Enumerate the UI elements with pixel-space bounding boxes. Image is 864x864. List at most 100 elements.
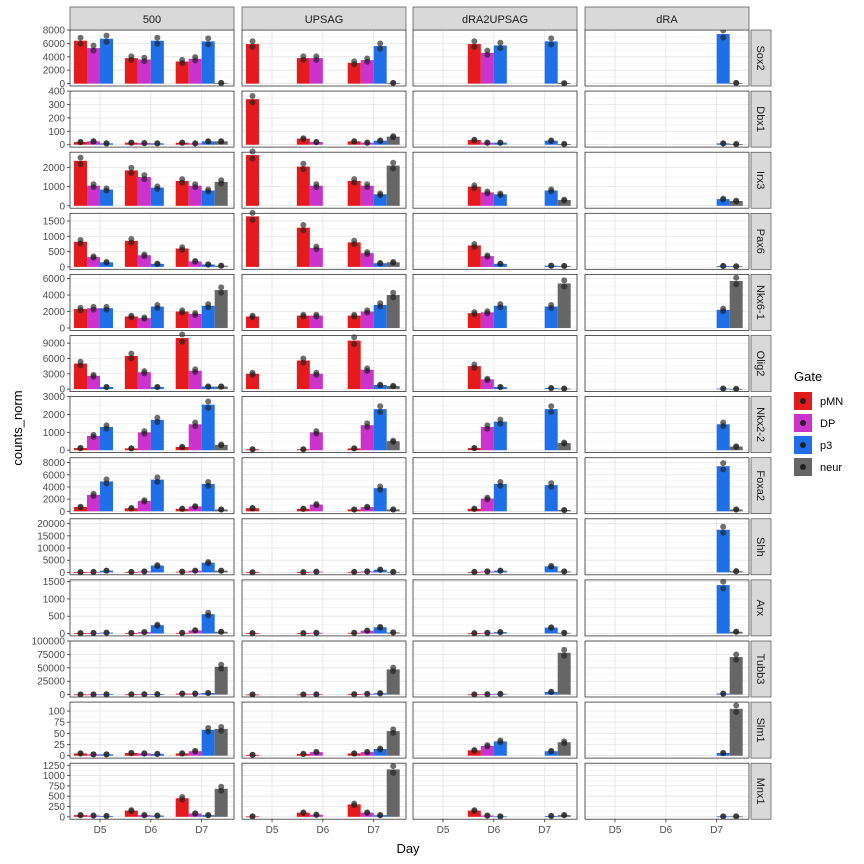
- y-tick-label: 50000: [37, 663, 65, 674]
- data-point: [548, 35, 555, 42]
- facet-panel: [584, 640, 750, 698]
- data-point: [484, 253, 491, 260]
- y-tick-label: 0: [59, 507, 65, 518]
- data-point: [548, 41, 555, 48]
- y-tick-label: 4000: [43, 482, 66, 493]
- panel-background: [413, 213, 577, 270]
- data-point: [364, 690, 371, 697]
- data-point: [561, 283, 568, 290]
- data-point: [128, 808, 135, 815]
- data-point: [154, 40, 161, 47]
- data-point: [390, 165, 397, 172]
- data-point: [720, 750, 727, 757]
- row-strip-label: Tubb3: [754, 654, 766, 685]
- data-point: [733, 628, 740, 635]
- data-point: [377, 382, 384, 389]
- bar-neur: [557, 283, 571, 328]
- y-tick-label: 500: [48, 612, 65, 623]
- facet-panel: [584, 396, 750, 454]
- facet-panel: [69, 151, 235, 209]
- bar-neur: [214, 181, 228, 206]
- data-point: [733, 385, 740, 392]
- y-tick-label: 2000: [43, 307, 66, 318]
- x-tick-label: D7: [195, 825, 208, 836]
- data-point: [720, 523, 727, 530]
- y-tick-label: 1000: [43, 594, 66, 605]
- data-point: [249, 148, 256, 155]
- facet-panel: [241, 640, 407, 698]
- bar-p3: [150, 479, 164, 512]
- data-point: [733, 813, 740, 820]
- data-point: [249, 505, 256, 512]
- x-tick-label: D6: [659, 825, 672, 836]
- data-point: [77, 139, 84, 146]
- bar-DP: [188, 185, 202, 206]
- y-tick-label: 1000: [43, 182, 66, 193]
- bar-neur: [386, 165, 400, 206]
- data-point: [720, 385, 727, 392]
- bar-neur: [214, 290, 228, 328]
- data-point: [484, 51, 491, 58]
- data-point: [561, 263, 568, 270]
- data-point: [77, 630, 84, 637]
- bar-pMN: [175, 61, 189, 84]
- panel-border: [584, 151, 750, 209]
- facet-panel: [584, 27, 750, 87]
- data-point: [77, 240, 84, 247]
- panel-border: [584, 396, 750, 454]
- data-point: [390, 289, 397, 296]
- x-tick-label: D7: [367, 825, 380, 836]
- bar-DP: [137, 432, 151, 451]
- bar-pMN: [74, 309, 88, 328]
- data-point: [218, 180, 225, 187]
- y-tick-label: 6000: [43, 39, 66, 50]
- bar-neur: [386, 731, 400, 756]
- panel-border: [69, 273, 235, 331]
- data-point: [497, 629, 504, 636]
- data-point: [484, 629, 491, 636]
- data-point: [205, 812, 212, 819]
- bar-p3: [150, 419, 164, 451]
- data-point: [128, 691, 135, 698]
- facet-panel: [69, 29, 235, 87]
- row-strip: [750, 579, 772, 637]
- row-strip-label: Olig2: [754, 351, 766, 377]
- bar-pMN: [124, 170, 138, 206]
- facet-panel: [241, 579, 407, 637]
- y-tick-label: 0: [59, 140, 65, 151]
- facet-panel: [241, 762, 407, 820]
- row-strip-label: Slm1: [754, 718, 766, 743]
- row-strip: [750, 457, 772, 515]
- panel-border: [584, 90, 750, 148]
- bar-DP: [188, 313, 202, 328]
- facet-panel: [412, 762, 578, 820]
- y-tick-label: 2000: [43, 495, 66, 506]
- data-point: [218, 567, 225, 574]
- row-strip: [750, 90, 772, 148]
- y-tick-label: 20000: [37, 519, 65, 530]
- facet-panel: [241, 518, 407, 576]
- data-point: [249, 92, 256, 99]
- data-point: [733, 141, 740, 148]
- data-point: [364, 368, 371, 375]
- panel-border: [412, 762, 578, 820]
- panel-border: [412, 579, 578, 637]
- data-point: [179, 60, 186, 67]
- y-tick-label: 4000: [43, 52, 66, 63]
- row-strip-label: Foxa2: [754, 470, 766, 501]
- bar-pMN: [246, 373, 260, 390]
- data-point: [192, 258, 199, 265]
- bar-pMN: [246, 316, 260, 328]
- y-tick-label: 400: [48, 87, 65, 98]
- bar-pMN: [74, 40, 88, 84]
- data-point: [377, 690, 384, 697]
- bar-neur: [729, 657, 743, 695]
- data-point: [103, 476, 110, 483]
- facet-panel: [241, 90, 407, 148]
- data-point: [484, 812, 491, 819]
- data-point: [733, 443, 740, 450]
- data-point: [313, 691, 320, 698]
- data-point: [205, 728, 212, 735]
- data-point: [390, 769, 397, 776]
- facet-panel: [69, 212, 235, 270]
